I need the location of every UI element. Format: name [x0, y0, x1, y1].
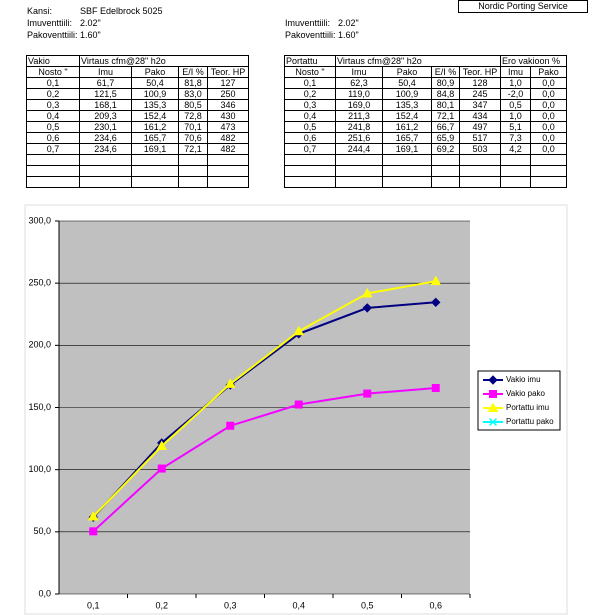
- empty-row: [26, 176, 250, 188]
- empty-row: [284, 165, 568, 177]
- cell: 127: [206, 77, 250, 89]
- header-label: Pakoventtiili:: [27, 30, 78, 40]
- data-point: [156, 440, 168, 451]
- data-row: 0,1 61,7 50,4 81,8 127: [26, 77, 250, 89]
- legend-label: Portattu imu: [506, 403, 549, 412]
- data-row: 0,2 119,0 100,9 84,8 245 -2,0 0,0: [284, 88, 568, 100]
- data-point: [157, 464, 166, 473]
- y-tick-label: 250,0: [28, 278, 51, 288]
- data-row: 0,2 121,5 100,9 83,0 250: [26, 88, 250, 100]
- y-tick-label: 100,0: [28, 464, 51, 474]
- data-point: [362, 303, 372, 313]
- empty-cell: [530, 176, 568, 188]
- x-tick-label: 0,6: [429, 600, 442, 610]
- series-line: [92, 301, 436, 518]
- series-line: [92, 387, 436, 533]
- legend-marker: [489, 390, 497, 398]
- legend-marker: [488, 417, 498, 427]
- header-row: Vakio Virtaus cfm@28" h2o: [26, 55, 250, 67]
- data-point: [361, 287, 373, 298]
- data-point: [431, 297, 441, 308]
- y-tick-label: 0,0: [38, 588, 51, 598]
- header-value: 1.60": [80, 30, 101, 40]
- empty-row: [284, 176, 568, 188]
- header-label: Kansi:: [27, 6, 53, 16]
- data-point: [294, 400, 303, 409]
- cell: 430: [206, 110, 250, 122]
- x-tick-label: 0,2: [155, 600, 168, 610]
- data-point: [431, 383, 440, 392]
- data-point: [89, 527, 98, 536]
- x-tick-label: 0,4: [292, 600, 305, 610]
- legend-marker: [488, 375, 498, 385]
- x-tick-label: 0,5: [361, 600, 374, 610]
- empty-cell: [206, 176, 250, 188]
- data-row: 0,6 251,6 165,7 65,9 517 7,3 0,0: [284, 132, 568, 144]
- right-table: Portattu Virtaus cfm@28" h2o Ero vakioon %…: [284, 55, 568, 188]
- empty-row: [26, 165, 250, 177]
- header-value: 2.02": [80, 18, 101, 28]
- x-tick-label: 0,1: [87, 600, 100, 610]
- legend-label: Portattu pako: [506, 417, 554, 426]
- data-point: [87, 511, 99, 521]
- header-value: SBF Edelbrock 5025: [80, 6, 163, 16]
- brand: Nordic Porting Service: [458, 0, 588, 13]
- legend-label: Vakio imu: [506, 375, 541, 384]
- left-table: Vakio Virtaus cfm@28" h2o Nosto " Imu Pako E/…: [26, 55, 250, 188]
- data-point: [224, 378, 236, 388]
- data-row: 0,3 168,1 135,3 80,5 346: [26, 99, 250, 111]
- data-row: 0,5 230,1 161,2 70,1 473: [26, 121, 250, 133]
- y-tick-label: 200,0: [28, 340, 51, 350]
- empty-cell: [458, 176, 502, 188]
- legend-marker: [487, 402, 499, 412]
- data-row: 0,4 209,3 152,4 72,8 430: [26, 110, 250, 122]
- legend-label: Vakio pako: [506, 389, 546, 398]
- header-label: Imuventtiili:: [27, 18, 73, 28]
- data-point: [363, 389, 372, 398]
- empty-row: [284, 154, 568, 166]
- data-row: 0,7 244,4 169,1 69,2 503 4,2 0,0: [284, 143, 568, 155]
- column-row: Nosto " Imu Pako E/I % Teor. HP Imu Pako: [284, 66, 568, 78]
- y-tick-label: 150,0: [28, 402, 51, 412]
- data-row: 0,4 211,3 152,4 72,1 434 1,0 0,0: [284, 110, 568, 122]
- data-point: [226, 421, 235, 430]
- y-tick-label: 300,0: [28, 215, 51, 225]
- header-value: 1.60": [338, 30, 359, 40]
- data-point: [293, 325, 305, 336]
- data-point: [430, 275, 442, 286]
- header-value: 2.02": [338, 18, 359, 28]
- y-tick-label: 50,0: [33, 526, 51, 536]
- header-label: Imuventtiili:: [285, 18, 331, 28]
- series-line: [92, 280, 436, 518]
- header-label: Pakoventtiili:: [285, 30, 336, 40]
- empty-row: [26, 154, 250, 166]
- x-tick-label: 0,3: [224, 600, 237, 610]
